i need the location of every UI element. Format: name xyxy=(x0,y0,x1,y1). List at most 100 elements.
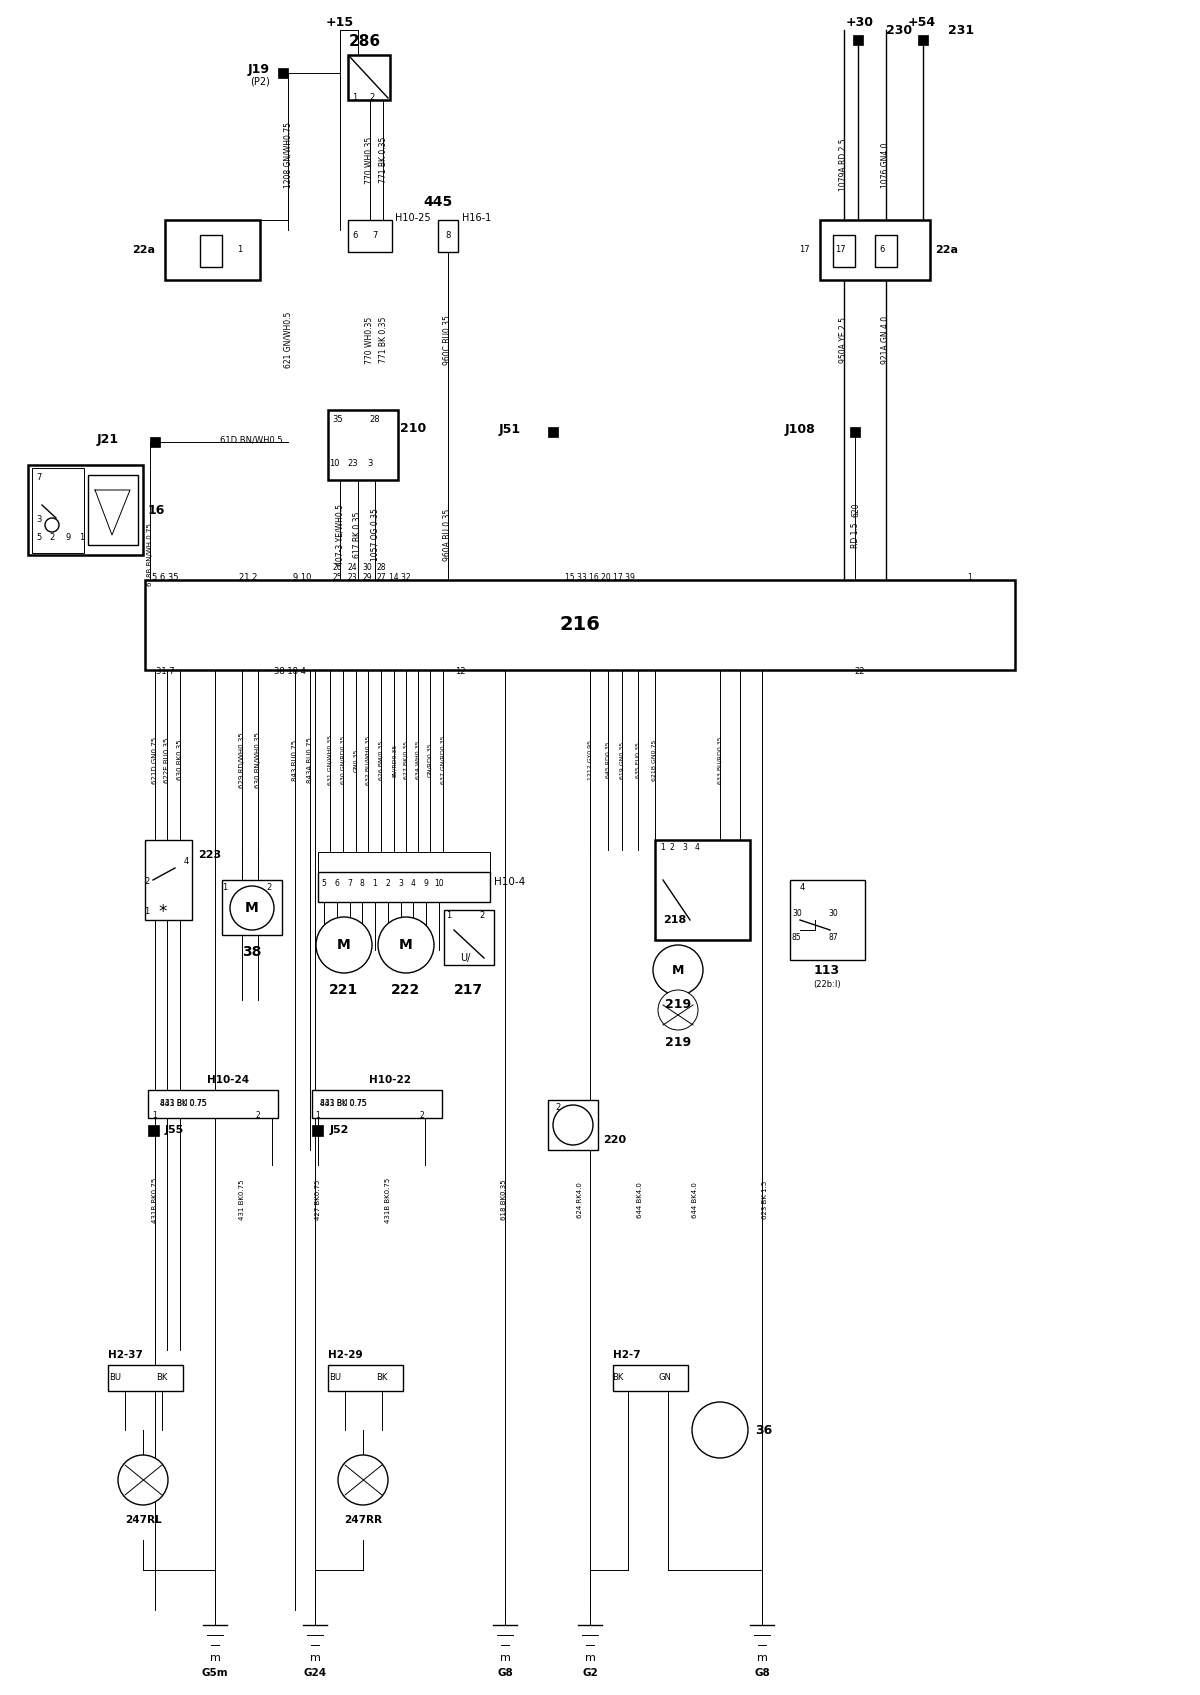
Bar xyxy=(312,1125,323,1136)
Text: 9: 9 xyxy=(424,880,428,888)
Text: 16: 16 xyxy=(148,503,166,517)
Text: H2-29: H2-29 xyxy=(328,1349,362,1359)
Text: 223: 223 xyxy=(198,849,221,859)
Circle shape xyxy=(46,519,59,532)
Text: 2: 2 xyxy=(670,844,674,853)
Bar xyxy=(318,871,490,902)
Text: 631 GN/WH0.35: 631 GN/WH0.35 xyxy=(328,736,332,785)
Text: BK: BK xyxy=(156,1373,168,1383)
Bar xyxy=(655,841,750,941)
Text: 26: 26 xyxy=(332,563,342,573)
Text: m: m xyxy=(756,1653,768,1663)
Text: 31 7: 31 7 xyxy=(156,668,174,676)
Text: 12: 12 xyxy=(455,668,466,676)
Bar xyxy=(820,220,930,280)
Text: 38 18 4: 38 18 4 xyxy=(274,668,306,676)
Text: H10-22: H10-22 xyxy=(370,1075,410,1085)
Bar xyxy=(88,475,138,546)
Text: 29: 29 xyxy=(362,573,372,581)
Bar xyxy=(328,410,398,480)
Text: J52: J52 xyxy=(330,1125,349,1136)
Text: 621D GN0.75: 621D GN0.75 xyxy=(152,736,158,783)
Text: M: M xyxy=(337,937,350,953)
Text: 4: 4 xyxy=(184,858,188,866)
Bar xyxy=(28,464,143,554)
Text: G8: G8 xyxy=(497,1668,512,1678)
Circle shape xyxy=(338,1454,388,1505)
Text: 950A YE 2.5: 950A YE 2.5 xyxy=(840,317,848,363)
Text: 219: 219 xyxy=(665,998,691,1012)
Text: 4: 4 xyxy=(800,883,805,893)
Text: 21 2: 21 2 xyxy=(239,573,257,583)
Text: 618B BN/WH 0.75: 618B BN/WH 0.75 xyxy=(148,524,154,586)
Text: M: M xyxy=(400,937,413,953)
Text: H16-1: H16-1 xyxy=(462,214,491,224)
Bar xyxy=(166,220,260,280)
Text: 14 32: 14 32 xyxy=(389,573,410,583)
Text: 10: 10 xyxy=(329,459,340,468)
Text: 3: 3 xyxy=(36,515,41,524)
Text: (22b:I): (22b:I) xyxy=(814,980,841,988)
Text: 5: 5 xyxy=(36,534,41,542)
Bar xyxy=(32,468,84,553)
Text: 431B BK0.75: 431B BK0.75 xyxy=(385,1178,391,1222)
Text: 617 BK 0.35: 617 BK 0.35 xyxy=(354,512,362,558)
Text: 1076 GN4.0: 1076 GN4.0 xyxy=(882,142,890,188)
Bar xyxy=(200,236,222,268)
Text: GN/RD0.35: GN/RD0.35 xyxy=(427,742,432,778)
Text: U/: U/ xyxy=(460,953,470,963)
Text: H2-37: H2-37 xyxy=(108,1349,143,1359)
Text: H10-25: H10-25 xyxy=(395,214,431,224)
Text: 618 BK0.35: 618 BK0.35 xyxy=(502,1180,508,1220)
Text: 4: 4 xyxy=(410,880,415,888)
Text: 221: 221 xyxy=(329,983,359,997)
Bar xyxy=(145,580,1015,670)
Text: 630 GN/RD0.35: 630 GN/RD0.35 xyxy=(341,736,346,785)
Text: 218: 218 xyxy=(664,915,686,925)
Text: 10: 10 xyxy=(434,880,444,888)
Circle shape xyxy=(118,1454,168,1505)
Text: H10-4: H10-4 xyxy=(494,876,526,886)
Text: 431 BK 0.75: 431 BK 0.75 xyxy=(320,1098,366,1107)
Text: 629 RD/WH0.35: 629 RD/WH0.35 xyxy=(239,732,245,788)
Text: 30: 30 xyxy=(828,909,838,917)
Text: 22: 22 xyxy=(854,668,865,676)
Bar xyxy=(108,1364,182,1392)
Text: 771 BK 0.35: 771 BK 0.35 xyxy=(378,317,388,363)
Text: +30: +30 xyxy=(846,15,874,29)
Text: +15: +15 xyxy=(326,15,354,29)
Bar xyxy=(438,220,458,253)
Text: 843 BU 0.75: 843 BU 0.75 xyxy=(320,1098,367,1107)
Text: 2: 2 xyxy=(554,1103,560,1112)
Bar xyxy=(850,427,860,437)
Text: 1: 1 xyxy=(967,573,972,583)
Text: 30: 30 xyxy=(792,909,802,917)
Bar xyxy=(328,1364,403,1392)
Bar xyxy=(148,1090,278,1119)
Text: 231: 231 xyxy=(948,24,974,37)
Text: 22a: 22a xyxy=(132,246,155,254)
Bar xyxy=(853,36,863,46)
Text: 9: 9 xyxy=(65,534,71,542)
Text: 407-3 YE/WH0.5: 407-3 YE/WH0.5 xyxy=(336,503,344,566)
Bar xyxy=(278,68,288,78)
Text: 1: 1 xyxy=(222,883,227,893)
Text: 7: 7 xyxy=(372,231,378,239)
Text: 1: 1 xyxy=(353,93,358,102)
Bar xyxy=(444,910,494,964)
Text: 9 10: 9 10 xyxy=(293,573,311,583)
Bar xyxy=(918,36,928,46)
Text: 619 GN0.35: 619 GN0.35 xyxy=(619,741,624,778)
Bar xyxy=(348,220,392,253)
Text: 286: 286 xyxy=(349,34,382,49)
Text: 1: 1 xyxy=(316,1110,320,1119)
Circle shape xyxy=(230,886,274,931)
Text: 23: 23 xyxy=(348,459,359,468)
Text: 28: 28 xyxy=(370,415,380,424)
Text: 623 BK 1.5: 623 BK 1.5 xyxy=(762,1181,768,1219)
Text: 4: 4 xyxy=(695,844,700,853)
Bar xyxy=(318,853,490,871)
Text: 30: 30 xyxy=(362,563,372,573)
Text: 621B GN0.75: 621B GN0.75 xyxy=(653,739,658,781)
Text: 2: 2 xyxy=(385,880,390,888)
